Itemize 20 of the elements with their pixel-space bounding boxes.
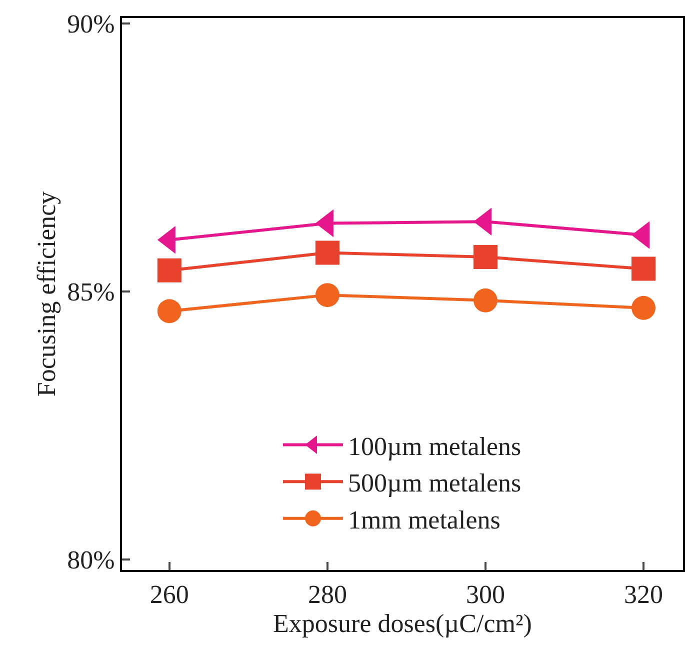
x-axis-title: Exposure doses(µC/cm²) xyxy=(273,609,532,638)
point xyxy=(315,283,340,308)
x-tick-label: 320 xyxy=(624,580,663,610)
point xyxy=(473,288,498,312)
x-tick-label: 260 xyxy=(150,580,189,610)
y-tick-label: 90% xyxy=(67,9,115,38)
x-tick-label: 280 xyxy=(308,580,347,610)
legend-label: 1mm metalens xyxy=(348,506,500,535)
y-tick-label: 85% xyxy=(67,277,115,306)
y-axis-title: Focusing efficiency xyxy=(32,191,62,397)
point xyxy=(631,256,656,281)
point xyxy=(157,258,182,282)
x-tick-label: 300 xyxy=(466,580,505,610)
point xyxy=(632,296,656,320)
point xyxy=(315,240,340,265)
point xyxy=(473,245,498,270)
y-tick-label: 80% xyxy=(67,545,115,574)
legend-label: 500µm metalens xyxy=(348,468,522,498)
legend-label: 100µm metalens xyxy=(348,432,522,461)
point xyxy=(157,299,182,324)
